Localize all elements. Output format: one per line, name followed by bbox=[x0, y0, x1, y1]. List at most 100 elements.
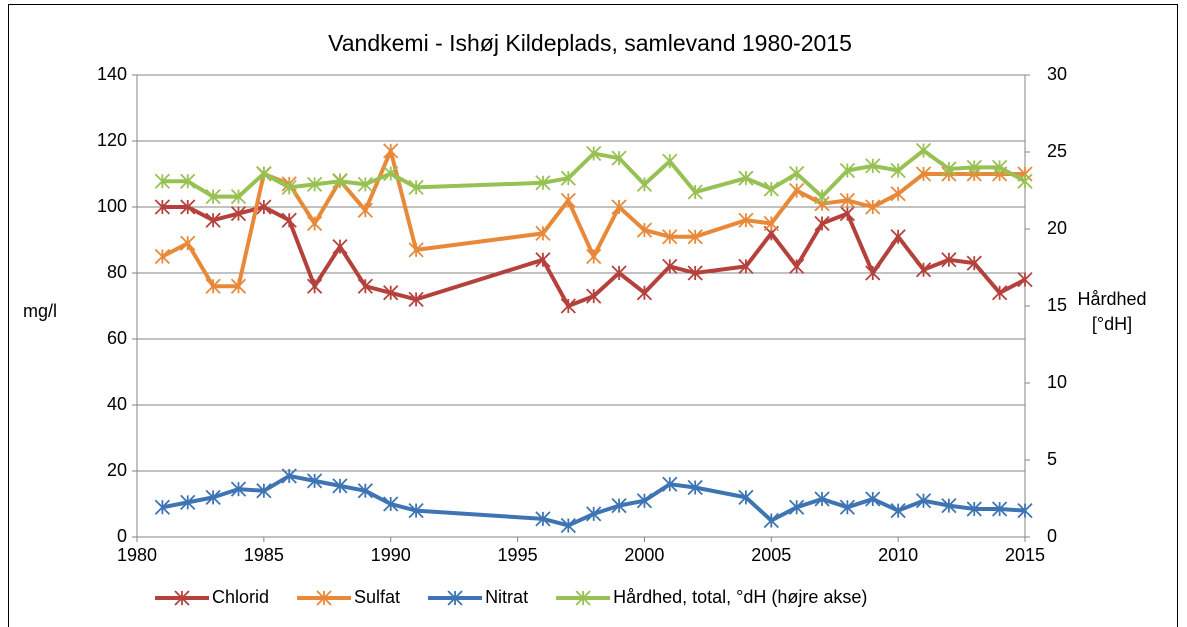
legend-marker bbox=[575, 590, 591, 606]
x-tick-label: 2000 bbox=[624, 545, 664, 565]
data-point bbox=[966, 255, 982, 271]
data-point bbox=[332, 173, 348, 189]
data-point bbox=[839, 162, 856, 179]
chart-frame bbox=[8, 4, 1178, 627]
data-point bbox=[915, 142, 932, 159]
data-point bbox=[941, 252, 957, 268]
data-point bbox=[636, 493, 653, 509]
data-point bbox=[636, 222, 653, 238]
data-point bbox=[256, 165, 272, 182]
data-point bbox=[535, 175, 551, 191]
y-tick-label: 0 bbox=[117, 526, 127, 546]
data-point bbox=[636, 285, 653, 301]
data-point bbox=[205, 278, 221, 294]
data-point bbox=[560, 517, 576, 534]
data-point bbox=[535, 225, 551, 242]
data-point bbox=[205, 489, 221, 506]
data-point bbox=[763, 181, 779, 197]
data-point bbox=[865, 265, 881, 281]
data-point bbox=[966, 159, 982, 176]
series-line bbox=[161, 473, 1026, 528]
data-point bbox=[915, 493, 932, 509]
data-point bbox=[586, 248, 602, 265]
data-point bbox=[154, 499, 171, 515]
data-point bbox=[180, 235, 196, 251]
y-axis-label: mg/l bbox=[23, 301, 57, 321]
data-point bbox=[306, 176, 323, 192]
data-point bbox=[154, 248, 171, 265]
legend-label: Hårdhed, total, °dH (højre akse) bbox=[613, 587, 867, 607]
data-point bbox=[383, 285, 399, 301]
data-point bbox=[383, 496, 399, 512]
data-point bbox=[966, 501, 982, 517]
y2-tick-label: 30 bbox=[1047, 64, 1067, 84]
legend-marker bbox=[447, 590, 463, 606]
data-point bbox=[586, 145, 602, 162]
data-point bbox=[789, 165, 805, 182]
x-tick-label: 2010 bbox=[878, 545, 918, 565]
data-point bbox=[408, 179, 424, 196]
x-tick-label: 1980 bbox=[117, 545, 157, 565]
data-point bbox=[408, 242, 424, 258]
data-point bbox=[306, 215, 323, 232]
data-point bbox=[205, 189, 221, 205]
data-point bbox=[281, 468, 297, 484]
legend-label: Sulfat bbox=[354, 587, 400, 607]
data-point bbox=[408, 502, 424, 519]
data-point bbox=[357, 202, 373, 218]
data-point bbox=[789, 258, 805, 275]
data-point bbox=[687, 184, 703, 200]
data-point bbox=[865, 158, 881, 174]
data-point bbox=[560, 192, 576, 209]
data-point bbox=[890, 229, 906, 245]
data-point bbox=[662, 258, 678, 275]
data-point bbox=[230, 481, 247, 497]
y2-axis-label: Hårdhed bbox=[1077, 289, 1146, 309]
data-point bbox=[535, 252, 551, 268]
legend-marker bbox=[174, 590, 190, 606]
data-point bbox=[256, 483, 272, 499]
data-point bbox=[738, 258, 754, 275]
data-point bbox=[281, 212, 297, 228]
y-tick-label: 20 bbox=[107, 460, 127, 480]
data-point bbox=[738, 212, 754, 228]
data-point bbox=[941, 498, 957, 514]
data-point bbox=[738, 489, 754, 506]
data-point bbox=[230, 278, 247, 294]
data-point bbox=[687, 479, 703, 496]
data-point bbox=[357, 176, 373, 192]
data-point bbox=[383, 143, 399, 159]
data-point bbox=[915, 166, 932, 182]
data-point bbox=[789, 182, 805, 199]
legend-marker bbox=[316, 590, 332, 606]
data-point bbox=[154, 199, 171, 215]
data-point bbox=[738, 170, 754, 186]
data-point bbox=[662, 229, 678, 245]
data-point bbox=[180, 199, 196, 215]
data-point bbox=[814, 189, 830, 205]
x-tick-label: 1985 bbox=[244, 545, 284, 565]
data-point bbox=[814, 215, 830, 232]
data-point bbox=[611, 150, 627, 166]
data-point bbox=[839, 205, 856, 222]
data-point bbox=[180, 494, 196, 510]
data-point bbox=[662, 153, 678, 169]
data-point bbox=[560, 298, 576, 314]
data-point bbox=[205, 212, 221, 228]
y-tick-label: 100 bbox=[97, 196, 127, 216]
y2-tick-label: 15 bbox=[1047, 295, 1067, 315]
data-point bbox=[408, 291, 424, 308]
data-point bbox=[890, 162, 906, 179]
data-point bbox=[991, 285, 1008, 301]
data-point bbox=[941, 161, 957, 177]
data-point bbox=[662, 476, 678, 492]
data-point bbox=[915, 262, 932, 278]
data-point bbox=[814, 491, 830, 507]
data-point bbox=[763, 215, 779, 232]
data-point bbox=[789, 499, 805, 515]
data-point bbox=[230, 205, 247, 222]
data-point bbox=[611, 199, 627, 215]
data-point bbox=[154, 173, 171, 189]
x-tick-label: 2015 bbox=[1005, 545, 1045, 565]
